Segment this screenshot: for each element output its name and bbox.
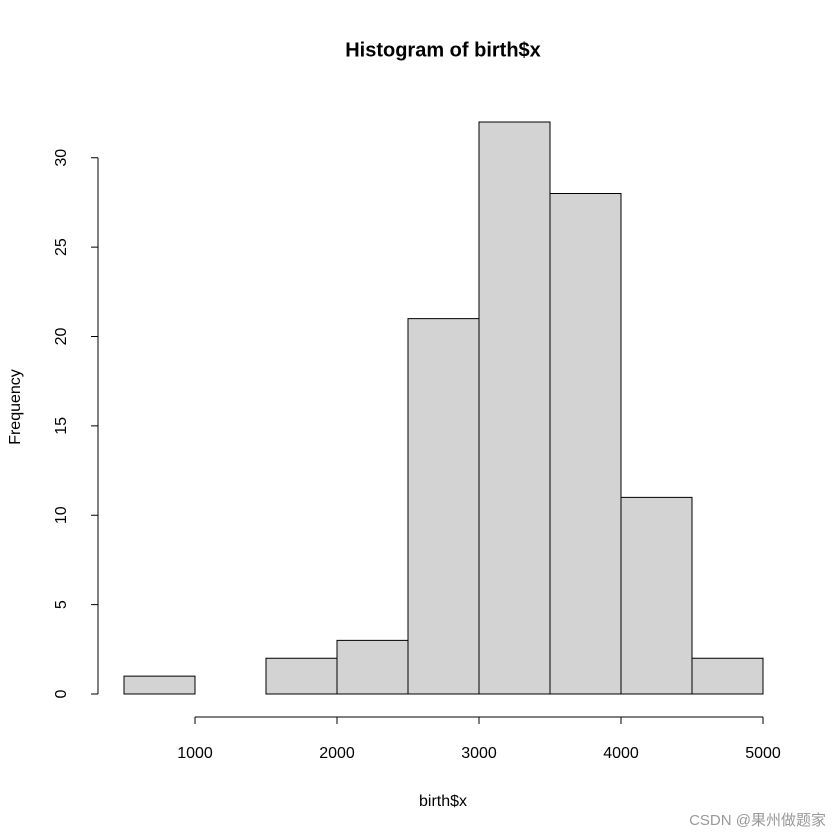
x-tick-label: 5000 bbox=[745, 745, 781, 762]
y-tick-label: 10 bbox=[53, 506, 70, 524]
bar bbox=[123, 675, 196, 695]
bar bbox=[620, 496, 693, 695]
x-tick-label: 2000 bbox=[319, 745, 355, 762]
y-tick-label: 25 bbox=[53, 238, 70, 256]
x-axis-label: birth$x bbox=[419, 793, 467, 810]
bar bbox=[407, 318, 480, 695]
watermark: CSDN @果州做题家 bbox=[689, 812, 826, 829]
bar bbox=[265, 657, 338, 695]
x-tick-label: 1000 bbox=[177, 745, 213, 762]
chart-title: Histogram of birth$x bbox=[345, 39, 541, 61]
x-tick-label: 3000 bbox=[461, 745, 497, 762]
bar bbox=[691, 657, 764, 695]
y-tick-label: 30 bbox=[53, 149, 70, 167]
y-axis-label: Frequency bbox=[7, 369, 24, 445]
y-tick-label: 5 bbox=[53, 600, 70, 609]
bar bbox=[549, 193, 622, 695]
y-tick-label: 0 bbox=[53, 689, 70, 698]
bar bbox=[336, 639, 409, 695]
y-tick-label: 15 bbox=[53, 417, 70, 435]
bar bbox=[478, 121, 551, 695]
y-tick-label: 20 bbox=[53, 328, 70, 346]
x-tick-label: 4000 bbox=[603, 745, 639, 762]
